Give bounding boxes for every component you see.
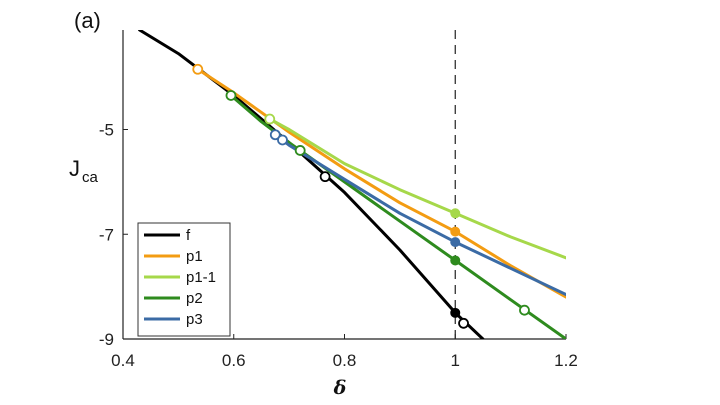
legend-label-p1: p1	[186, 248, 203, 265]
open-marker-f	[319, 171, 331, 183]
series-line-p3	[273, 133, 566, 296]
x-tick-label: 0.8	[333, 351, 357, 370]
open-marker-p3	[277, 134, 288, 146]
open-marker-p2	[519, 304, 530, 316]
series-line-p2	[229, 94, 566, 339]
panel-label: (a)	[74, 8, 101, 33]
series-group	[138, 30, 566, 339]
open-marker-p1-1	[264, 113, 276, 125]
x-tick-label: 1	[451, 351, 460, 370]
legend: f p1 p1-1 p2 p3	[137, 222, 231, 337]
y-tick-label: -5	[99, 121, 114, 140]
filled-marker-p3	[450, 237, 461, 248]
open-marker-p2	[225, 90, 237, 101]
legend-label-f: f	[186, 227, 191, 244]
y-tick-label: -7	[99, 225, 114, 244]
open-marker-p2	[294, 145, 306, 156]
series-line-f	[138, 30, 485, 339]
filled-marker-p2	[450, 255, 461, 266]
y-tick-label: -9	[99, 330, 114, 349]
y-axis-label-main: J	[69, 156, 80, 181]
series-line-p1-1	[268, 117, 566, 260]
open-marker-p3	[269, 129, 281, 141]
filled-marker-p1	[450, 226, 461, 237]
x-axis-label: δ	[333, 377, 347, 399]
x-tick-label: 0.4	[111, 351, 135, 370]
filled-marker-f	[450, 307, 461, 318]
y-axis-label-subscript: ca	[82, 169, 99, 186]
open-marker-f	[458, 317, 469, 329]
legend-box	[137, 222, 231, 337]
open-marker-p1	[192, 63, 204, 75]
series-line-p1	[196, 67, 566, 299]
x-tick-label: 0.6	[222, 351, 246, 370]
legend-label-p2: p2	[186, 290, 203, 307]
legend-label-p3: p3	[186, 311, 203, 328]
legend-label-p1-1: p1-1	[186, 269, 216, 286]
filled-marker-p1-1	[450, 208, 461, 219]
x-tick-label: 1.2	[554, 351, 578, 370]
y-axis-label: J ca	[69, 156, 99, 186]
plot-area: 0.4 0.6 0.8 1 1.2 -9 -7 -5 f p1 p1-1 p2 p3	[99, 30, 578, 370]
